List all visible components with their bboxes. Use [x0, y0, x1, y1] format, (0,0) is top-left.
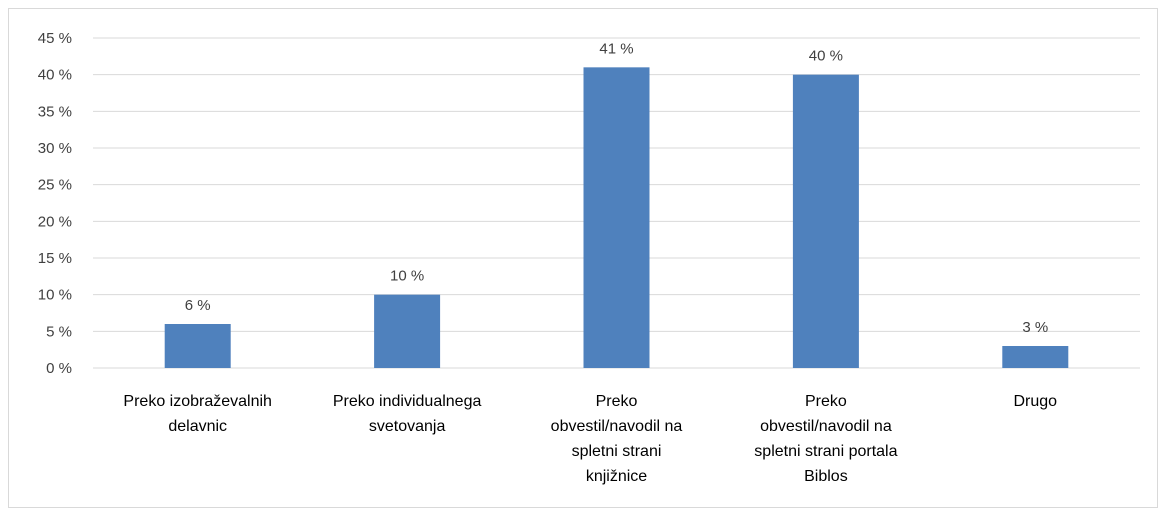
data-labels: 6 % 10 % 41 % 40 % 3 % [185, 40, 1048, 336]
bar [374, 294, 441, 368]
bar [792, 74, 859, 369]
bars [164, 67, 1069, 369]
bar [1002, 346, 1069, 368]
y-tick-label: 25 % [38, 177, 72, 194]
data-label: 40 % [809, 48, 843, 65]
data-label: 3 % [1022, 319, 1048, 336]
y-tick-label: 15 % [38, 250, 72, 267]
category-label: Preko obvestil/navodil na spletni strani kn… [551, 393, 683, 485]
category-label: Preko individualnega svetovanja [333, 393, 482, 435]
y-tick-label: 30 % [38, 140, 72, 157]
data-label: 41 % [599, 40, 633, 57]
category-label: Preko obvestil/navodil na spletni strani p… [754, 393, 897, 485]
y-tick-label: 10 % [38, 287, 72, 304]
y-tick-label: 20 % [38, 213, 72, 230]
bar [164, 324, 231, 368]
x-axis-categories: Preko izobraževalnih delavnic Preko indivi… [123, 393, 1057, 485]
y-tick-label: 40 % [38, 67, 72, 84]
data-label: 6 % [185, 297, 211, 314]
y-tick-label: 0 % [46, 360, 72, 377]
y-tick-label: 35 % [38, 103, 72, 120]
bar [583, 67, 650, 368]
category-label: Drugo [1014, 393, 1058, 410]
y-axis-ticks: 0 % 5 % 10 % 15 % 20 % 25 % 30 % 35 % 40 % 45 % [38, 30, 72, 377]
data-label: 10 % [390, 268, 424, 285]
y-tick-label: 5 % [46, 323, 72, 340]
y-tick-label: 45 % [38, 30, 72, 47]
category-label: Preko izobraževalnih delavnic [123, 393, 272, 435]
